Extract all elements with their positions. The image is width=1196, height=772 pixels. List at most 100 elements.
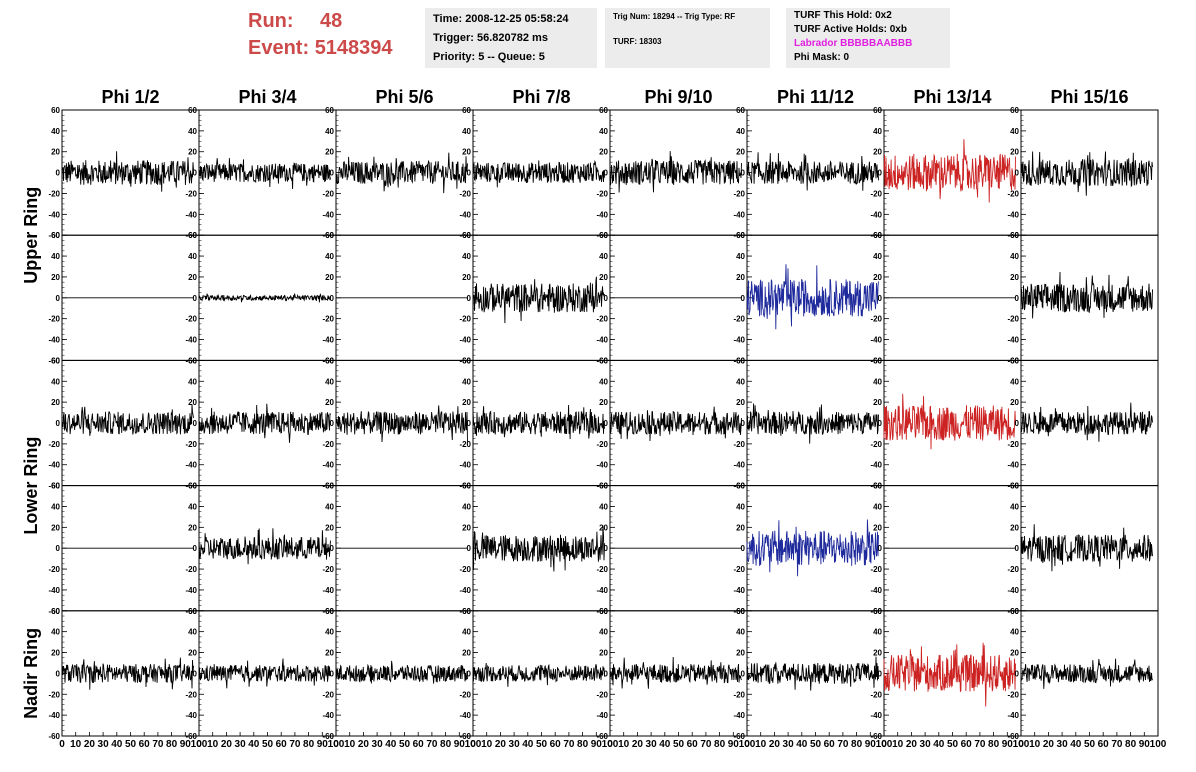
ytick-label-r5-c8-0: -60 <box>1007 732 1019 741</box>
ytick-label-r3-c6-3: 0 <box>741 419 746 428</box>
turf-active-text: TURF Active Holds: 0xb <box>794 24 907 35</box>
xtick-label-c2-5: 50 <box>262 739 274 750</box>
xtick-label-c3-8: 80 <box>440 739 452 750</box>
ytick-label-r3-c3-1: -40 <box>322 461 334 470</box>
ytick-label-r5-c2-3: 0 <box>193 669 198 678</box>
time-text: Time: 2008-12-25 05:58:24 <box>433 13 569 25</box>
xtick-label-c1-3: 30 <box>98 739 110 750</box>
ytick-label-r3-c7-6: 60 <box>873 356 882 365</box>
xtick-label-c4-0: 0 <box>470 739 476 750</box>
ytick-label-r4-c5-0: -60 <box>596 607 608 616</box>
ytick-label-r4-c5-2: -20 <box>596 565 608 574</box>
ytick-label-r5-c1-0: -60 <box>48 732 60 741</box>
ytick-label-r2-c2-6: 60 <box>188 231 197 240</box>
ytick-label-r5-c6-3: 0 <box>741 669 746 678</box>
ytick-label-r1-c6-0: -60 <box>733 231 745 240</box>
ytick-label-r5-c8-2: -20 <box>1007 690 1019 699</box>
ytick-label-r5-c3-3: 0 <box>330 669 335 678</box>
ytick-label-r1-c3-3: 0 <box>330 169 335 178</box>
ytick-label-r2-c3-3: 0 <box>330 294 335 303</box>
ytick-label-r4-c3-4: 20 <box>325 523 334 532</box>
ytick-label-r1-c5-5: 40 <box>599 127 608 136</box>
ytick-label-r5-c6-6: 60 <box>736 607 745 616</box>
ytick-label-r5-c1-4: 20 <box>51 649 60 658</box>
waveform-trace-r5-c7 <box>883 642 1016 707</box>
ytick-label-r1-c8-3: 0 <box>1015 169 1020 178</box>
ytick-label-r2-c8-6: 60 <box>1010 231 1019 240</box>
ytick-label-r4-c1-0: -60 <box>48 607 60 616</box>
waveform-trace-r3-c4 <box>472 404 605 440</box>
ytick-label-r4-c7-0: -60 <box>870 607 882 616</box>
ytick-label-r2-c2-1: -40 <box>185 336 197 345</box>
ytick-label-r5-c4-6: 60 <box>462 607 471 616</box>
ytick-label-r3-c6-2: -20 <box>733 440 745 449</box>
ytick-label-r5-c2-6: 60 <box>188 607 197 616</box>
ytick-label-r4-c4-5: 40 <box>462 502 471 511</box>
ytick-label-r2-c6-6: 60 <box>736 231 745 240</box>
xtick-label-c4-3: 30 <box>509 739 521 750</box>
waveform-trace-r5-c3 <box>335 660 468 684</box>
ytick-label-r5-c1-2: -20 <box>48 690 60 699</box>
ytick-label-r3-c4-3: 0 <box>467 419 472 428</box>
ytick-label-r3-c3-4: 20 <box>325 398 334 407</box>
ytick-label-r2-c1-0: -60 <box>48 356 60 365</box>
xtick-label-c3-6: 60 <box>413 739 425 750</box>
ytick-label-r1-c7-1: -40 <box>870 210 882 219</box>
ytick-label-r3-c7-2: -20 <box>870 440 882 449</box>
xtick-label-c3-2: 20 <box>358 739 370 750</box>
ytick-label-r1-c1-2: -20 <box>48 189 60 198</box>
ytick-label-r5-c6-1: -40 <box>733 711 745 720</box>
ytick-label-r3-c3-2: -20 <box>322 440 334 449</box>
ytick-label-r4-c1-2: -20 <box>48 565 60 574</box>
xtick-label-c8-4: 40 <box>1070 739 1082 750</box>
ytick-label-r1-c4-5: 40 <box>462 127 471 136</box>
ytick-label-r4-c4-6: 60 <box>462 482 471 491</box>
column-label-2: Phi 3/4 <box>238 87 296 107</box>
ytick-label-r2-c6-1: -40 <box>733 336 745 345</box>
xtick-label-c4-4: 40 <box>522 739 534 750</box>
ytick-label-r4-c5-1: -40 <box>596 586 608 595</box>
ring-label-2: Lower Ring <box>21 437 41 535</box>
column-label-8: Phi 15/16 <box>1050 87 1128 107</box>
ytick-label-r4-c2-0: -60 <box>185 607 197 616</box>
xtick-label-c5-3: 30 <box>646 739 658 750</box>
ytick-label-r2-c8-4: 20 <box>1010 273 1019 282</box>
ytick-label-r2-c6-3: 0 <box>741 294 746 303</box>
column-label-5: Phi 9/10 <box>644 87 712 107</box>
xtick-label-c7-0: 0 <box>881 739 887 750</box>
waveform-trace-r2-c8 <box>1020 271 1153 319</box>
ytick-label-r1-c1-3: 0 <box>56 169 61 178</box>
waveform-trace-r1-c1 <box>61 151 194 192</box>
ytick-label-r5-c2-0: -60 <box>185 732 197 741</box>
ytick-label-r2-c1-5: 40 <box>51 252 60 261</box>
ytick-label-r4-c2-4: 20 <box>188 523 197 532</box>
ytick-label-r3-c7-1: -40 <box>870 461 882 470</box>
ytick-label-r2-c3-2: -20 <box>322 315 334 324</box>
ytick-label-r3-c3-3: 0 <box>330 419 335 428</box>
xtick-label-c1-0: 0 <box>59 739 65 750</box>
xtick-label-c4-10: 100 <box>602 739 619 750</box>
column-label-4: Phi 7/8 <box>512 87 570 107</box>
ytick-label-r5-c6-5: 40 <box>736 628 745 637</box>
ytick-label-r1-c3-5: 40 <box>325 127 334 136</box>
xtick-label-c7-5: 50 <box>947 739 959 750</box>
ytick-label-r1-c6-6: 60 <box>736 106 745 115</box>
ytick-label-r4-c6-2: -20 <box>733 565 745 574</box>
ytick-label-r1-c4-3: 0 <box>467 169 472 178</box>
column-label-6: Phi 11/12 <box>777 87 854 107</box>
ytick-label-r4-c1-3: 0 <box>56 544 61 553</box>
ytick-label-r4-c4-4: 20 <box>462 523 471 532</box>
ytick-label-r2-c2-3: 0 <box>193 294 198 303</box>
ytick-label-r3-c8-6: 60 <box>1010 356 1019 365</box>
ytick-label-r3-c6-1: -40 <box>733 461 745 470</box>
ytick-label-r4-c4-0: -60 <box>459 607 471 616</box>
waveform-trace-r1-c8 <box>1020 151 1153 196</box>
ytick-label-r2-c6-5: 40 <box>736 252 745 261</box>
ytick-label-r1-c1-5: 40 <box>51 127 60 136</box>
waveform-trace-r3-c2 <box>198 403 331 443</box>
ytick-label-r4-c2-1: -40 <box>185 586 197 595</box>
xtick-label-c7-4: 40 <box>933 739 945 750</box>
run-value: 48 <box>320 10 343 32</box>
xtick-label-c8-10: 100 <box>1150 739 1167 750</box>
xtick-label-c2-8: 80 <box>303 739 315 750</box>
